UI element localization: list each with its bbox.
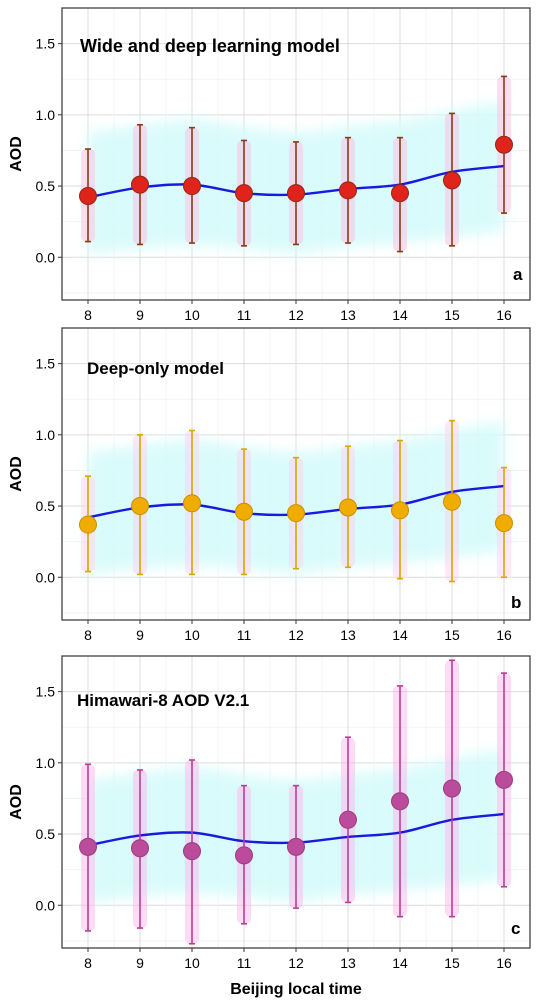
- panel-c: 0.0 0.5 1.0 1.5 8 9 10 11 12 13 14 15 16 AOD Himawari-…: [8, 655, 531, 971]
- data-points: [79, 770, 513, 865]
- x-tick-label: 14: [392, 627, 408, 643]
- y-axis-label: AOD: [8, 456, 25, 492]
- x-tick-label: 15: [444, 307, 460, 323]
- y-tick-label: 0.5: [36, 498, 56, 514]
- data-point: [391, 501, 409, 520]
- x-tick-label: 12: [288, 955, 304, 971]
- y-tick-label: 1.5: [36, 684, 56, 700]
- panel-title: Himawari-8 AOD V2.1: [77, 691, 249, 710]
- panel-title: Wide and deep learning model: [80, 36, 340, 56]
- data-point: [443, 779, 461, 798]
- y-axis-label: AOD: [8, 136, 25, 172]
- data-point: [495, 135, 513, 154]
- y-tick-label: 0.0: [36, 569, 56, 585]
- panel-letter: c: [511, 919, 520, 938]
- x-tick-label: 15: [444, 955, 460, 971]
- data-point: [339, 498, 357, 517]
- data-point: [287, 184, 305, 203]
- data-point: [183, 842, 201, 861]
- data-point: [79, 837, 97, 856]
- x-tick-label: 9: [136, 627, 144, 643]
- panel-letter: a: [513, 265, 523, 284]
- x-axis-label: Beijing local time: [230, 981, 362, 998]
- x-tick-label: 16: [496, 627, 512, 643]
- x-tick-label: 10: [184, 627, 200, 643]
- y-tick-label: 0.0: [36, 897, 56, 913]
- x-tick-label: 10: [184, 955, 200, 971]
- data-point: [79, 187, 97, 206]
- panel-b: 0.0 0.5 1.0 1.5 8 9 10 11 12 13 14 15 16 AOD Deep-only…: [8, 327, 531, 643]
- data-point: [183, 494, 201, 513]
- x-tick-label: 8: [84, 627, 92, 643]
- data-point: [443, 492, 461, 511]
- x-tick-label: 13: [340, 307, 356, 323]
- y-tick-label: 0.0: [36, 249, 56, 265]
- data-point: [287, 504, 305, 523]
- panel-a: 0.0 0.5 1.0 1.5 8 9 10 11 12 13 14 15 16 AOD Wide and …: [8, 7, 531, 323]
- data-point: [391, 792, 409, 811]
- panel-letter: b: [511, 593, 521, 612]
- y-tick-label: 1.5: [36, 356, 56, 372]
- data-point: [79, 515, 97, 534]
- data-points: [79, 492, 513, 534]
- x-tick-label: 15: [444, 627, 460, 643]
- data-point: [443, 171, 461, 190]
- panel-title: Deep-only model: [87, 359, 224, 378]
- x-tick-label: 8: [84, 955, 92, 971]
- x-tick-label: 16: [496, 955, 512, 971]
- x-tick-label: 16: [496, 307, 512, 323]
- x-tick-label: 11: [237, 307, 252, 323]
- data-point: [235, 502, 253, 521]
- x-tick-label: 14: [392, 955, 408, 971]
- data-point: [495, 514, 513, 533]
- x-tick-label: 11: [237, 627, 252, 643]
- x-tick-label: 9: [136, 955, 144, 971]
- data-point: [235, 184, 253, 203]
- x-tick-label: 11: [237, 955, 252, 971]
- data-point: [391, 184, 409, 203]
- x-tick-label: 9: [136, 307, 144, 323]
- data-point: [339, 810, 357, 829]
- data-point: [287, 837, 305, 856]
- x-tick-label: 13: [340, 955, 356, 971]
- x-tick-label: 12: [288, 307, 304, 323]
- data-point: [131, 497, 149, 516]
- data-point: [183, 177, 201, 196]
- y-tick-label: 1.5: [36, 36, 56, 52]
- data-point: [131, 839, 149, 858]
- y-axis-label: AOD: [8, 784, 25, 820]
- data-point: [235, 846, 253, 865]
- data-points: [79, 135, 513, 206]
- y-tick-label: 1.0: [36, 755, 56, 771]
- x-tick-label: 10: [184, 307, 200, 323]
- x-tick-label: 8: [84, 307, 92, 323]
- x-tick-label: 13: [340, 627, 356, 643]
- x-tick-label: 14: [392, 307, 408, 323]
- y-tick-label: 1.0: [36, 427, 56, 443]
- data-point: [339, 181, 357, 200]
- y-tick-label: 0.5: [36, 826, 56, 842]
- x-tick-label: 12: [288, 627, 304, 643]
- data-point: [495, 770, 513, 789]
- data-point: [131, 175, 149, 194]
- y-tick-label: 0.5: [36, 178, 56, 194]
- y-tick-label: 1.0: [36, 107, 56, 123]
